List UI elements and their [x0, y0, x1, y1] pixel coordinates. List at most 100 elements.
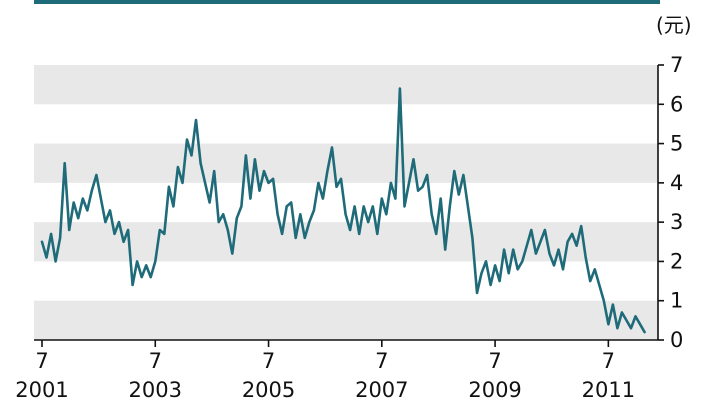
unit-label: (元): [656, 13, 692, 37]
data-point: [95, 174, 98, 176]
data-point: [430, 213, 433, 216]
data-point: [476, 292, 478, 294]
data-point: [381, 197, 383, 200]
series-layer: [40, 87, 646, 334]
data-point: [408, 182, 410, 184]
data-point: [353, 205, 356, 208]
x-tick-year-label: 2009: [468, 378, 521, 402]
grid-bands: [34, 65, 658, 340]
data-point: [263, 170, 265, 172]
x-tick-month-label: 7: [262, 349, 275, 373]
x-tick-year-label: 2011: [582, 378, 635, 402]
data-point: [240, 205, 243, 208]
data-point: [54, 260, 57, 263]
data-point: [122, 241, 125, 243]
data-point: [304, 237, 306, 239]
data-point: [276, 213, 279, 216]
x-tick-year-label: 2007: [355, 378, 408, 402]
data-point: [136, 260, 138, 263]
data-point: [571, 233, 573, 235]
data-point: [603, 299, 605, 302]
y-tick-label: 2: [670, 249, 683, 273]
data-point: [222, 213, 224, 216]
data-point: [72, 201, 75, 204]
data-point: [480, 272, 483, 275]
data-point: [41, 241, 43, 243]
data-point: [521, 260, 524, 263]
data-point: [362, 205, 365, 208]
data-point: [227, 229, 229, 231]
data-point: [163, 233, 166, 235]
x-tick-month-label: 7: [375, 349, 388, 373]
data-point: [267, 182, 270, 184]
data-point: [326, 170, 329, 172]
data-point: [149, 276, 152, 278]
y-tick-label: 7: [670, 53, 683, 77]
grid-band: [34, 300, 658, 340]
data-point: [485, 260, 487, 263]
data-point: [199, 162, 202, 164]
data-point: [349, 229, 351, 231]
data-point: [399, 87, 401, 90]
x-axis: 7 2001 7 2003 7 2005 7 2007 7 2009 7 2011: [15, 339, 658, 402]
data-point: [50, 233, 52, 235]
data-point: [272, 178, 274, 180]
data-point: [589, 280, 591, 282]
data-point: [489, 284, 492, 286]
data-point: [444, 248, 447, 251]
data-point: [417, 189, 419, 192]
data-point: [68, 229, 70, 231]
data-point: [217, 221, 220, 223]
data-point: [630, 327, 632, 330]
data-point: [535, 252, 537, 255]
data-point: [616, 327, 619, 330]
data-point: [625, 319, 628, 322]
data-point: [186, 138, 188, 141]
x-tick-month-label: 7: [488, 349, 501, 373]
data-point: [290, 201, 293, 204]
data-point: [322, 197, 324, 200]
data-point: [59, 237, 61, 239]
grid-band: [34, 65, 658, 105]
data-point: [634, 315, 637, 318]
grid-band: [34, 222, 658, 262]
data-point: [195, 119, 197, 121]
y-tick-label: 5: [670, 132, 683, 156]
data-point: [471, 237, 474, 239]
data-point: [494, 264, 496, 267]
data-point: [503, 248, 505, 251]
data-point: [131, 284, 134, 286]
data-point: [566, 241, 569, 243]
data-point: [254, 158, 256, 161]
data-point: [340, 178, 342, 180]
data-point: [140, 276, 143, 278]
y-axis: 0 1 2 3 4 5 6 7: [657, 53, 683, 352]
series-line-0: [40, 87, 646, 334]
data-point: [213, 170, 215, 172]
data-point: [643, 331, 646, 333]
data-point: [285, 205, 288, 208]
data-point: [439, 197, 442, 200]
x-tick-year-label: 2003: [129, 378, 182, 402]
data-point: [104, 221, 107, 223]
data-point: [154, 260, 157, 263]
data-point: [331, 146, 333, 149]
data-point: [594, 268, 596, 271]
data-point: [294, 237, 297, 239]
data-point: [172, 205, 175, 208]
data-point: [335, 186, 338, 188]
data-point: [557, 248, 560, 251]
x-tick-month-label: 7: [149, 349, 162, 373]
data-point: [426, 174, 428, 176]
data-point: [458, 193, 460, 196]
data-point: [435, 233, 438, 235]
y-tick-label: 6: [670, 92, 683, 116]
data-point: [394, 197, 397, 200]
data-point: [245, 154, 247, 157]
data-point: [403, 205, 406, 208]
data-point: [548, 252, 551, 255]
data-point: [376, 233, 379, 235]
data-point: [530, 229, 533, 231]
